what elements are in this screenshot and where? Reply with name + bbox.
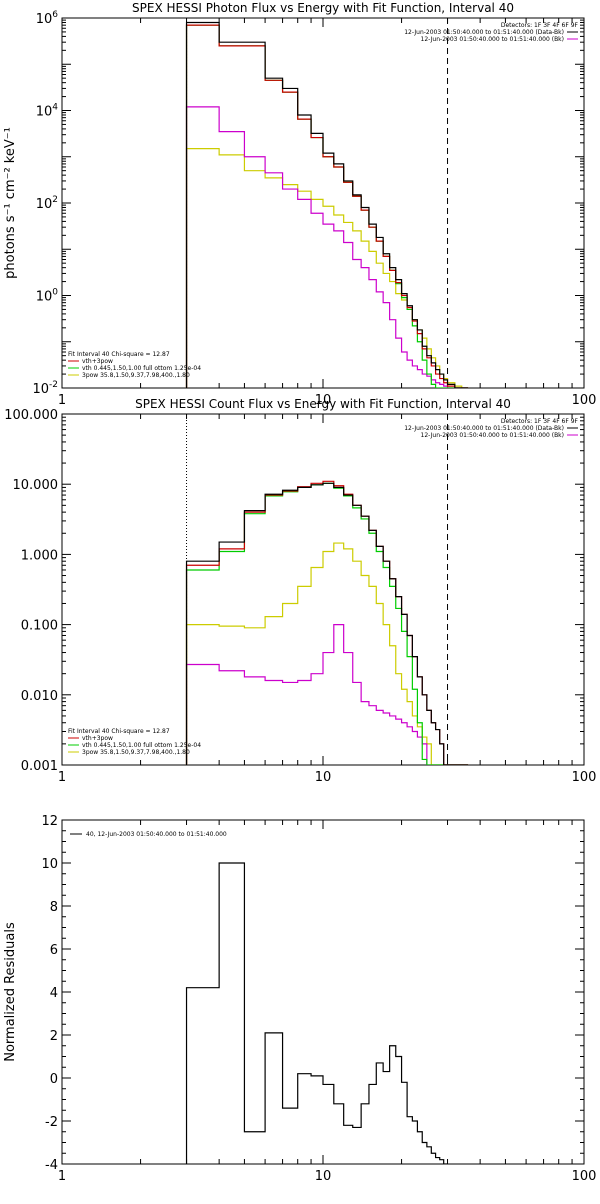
y-tick-label: 10.000	[13, 478, 59, 493]
y-tick-label: 0.010	[21, 689, 58, 704]
series-vth-3pow	[185, 480, 469, 765]
legend-top-right-text: 12-Jun-2003 01:50:40.000 to 01:51:40.000…	[404, 425, 564, 432]
legend-top-right-text: 12-Jun-2003 01:50:40.000 to 01:51:40.000…	[404, 29, 564, 36]
legend-bottom-left-text: vth+3pow	[82, 735, 113, 742]
y-tick-label: -4	[45, 1158, 58, 1173]
y-axis-label: Normalized Residuals	[3, 922, 18, 1062]
y-tick-label: 2	[50, 1029, 58, 1044]
legend-top-right-text: 12-Jun-2003 01:50:40.000 to 01:51:40.000…	[421, 432, 564, 439]
y-tick-label: 8	[50, 900, 58, 915]
legend-top-right-text: Detectors: 1F 3F 4F 6F 9F	[501, 418, 579, 425]
y-tick-label: 0.100	[21, 619, 58, 634]
y-tick-label: 6	[50, 943, 58, 958]
legend-bottom-left-text: vth 0.445,1.50,1.00 full ottom 1.25e-04	[82, 365, 201, 372]
plot-frame	[61, 413, 585, 766]
x-tick-label: 100	[572, 1169, 597, 1184]
chart-panel-2: SPEX HESSI Count Flux vs Energy with Fit…	[4, 397, 596, 785]
series-data-bk	[185, 482, 469, 765]
y-tick-label: 100.000	[4, 408, 58, 423]
x-tick-label: 1	[58, 770, 66, 785]
chart-title: SPEX HESSI Count Flux vs Energy with Fit…	[135, 397, 511, 411]
y-tick-label: 0	[50, 1072, 58, 1087]
legend-bottom-left-text: vth+3pow	[82, 358, 113, 365]
legend-bottom-left-text: Fit Interval 40 Chi-square = 12.87	[68, 351, 170, 358]
series-bk	[185, 106, 469, 388]
y-tick-label: 0.001	[21, 759, 58, 774]
legend-bottom-left-text: 3pow 35.8,1.50,9.37,7.98,400.,1.80	[82, 749, 190, 756]
x-tick-label: 1	[58, 393, 66, 408]
x-tick-label: 100	[572, 770, 597, 785]
series-bk	[185, 624, 469, 765]
legend-top-right-text: 12-Jun-2003 01:50:40.000 to 01:51:40.000…	[421, 36, 564, 43]
y-tick-label: 104	[36, 103, 59, 120]
y-tick-label: 4	[50, 986, 58, 1001]
y-tick-label: 102	[36, 195, 58, 212]
y-tick-label: 106	[36, 10, 59, 27]
legend-top-right-text: Detectors: 1F 3F 4F 6F 9F	[501, 22, 579, 29]
legend-text: 40, 12-Jun-2003 01:50:40.000 to 01:51:40…	[86, 831, 227, 838]
x-tick-label: 10	[315, 393, 332, 408]
y-axis-label: photons s⁻¹ cm⁻² keV⁻¹	[3, 127, 18, 279]
x-tick-label: 100	[572, 393, 597, 408]
legend-bottom-left-text: vth 0.445,1.50,1.00 full ottom 1.25e-04	[82, 742, 201, 749]
x-tick-label: 1	[58, 1169, 66, 1184]
plot-frame	[61, 819, 585, 1165]
y-tick-label: 1.000	[21, 548, 58, 563]
legend-bottom-left-text: 3pow 35.8,1.50,9.37,7.98,400.,1.80	[82, 372, 190, 379]
y-tick-label: -2	[45, 1115, 58, 1130]
y-tick-label: 12	[41, 814, 58, 829]
chart-title: SPEX HESSI Photon Flux vs Energy with Fi…	[132, 1, 514, 15]
series-3pow	[185, 542, 469, 765]
chart-panel-1: SPEX HESSI Photon Flux vs Energy with Fi…	[3, 1, 596, 408]
series-data-bk	[185, 21, 469, 388]
series-vth	[185, 482, 469, 765]
series-3pow	[185, 148, 469, 388]
x-tick-label: 10	[315, 770, 332, 785]
legend-bottom-left-text: Fit Interval 40 Chi-square = 12.87	[68, 728, 170, 735]
x-tick-label: 10	[315, 1169, 332, 1184]
y-tick-label: 100	[36, 288, 59, 305]
y-tick-label: 10-2	[32, 380, 58, 397]
series-residuals	[185, 862, 448, 1164]
y-tick-label: 10	[41, 857, 58, 872]
chart-panel-3: 1 10 100 12 10 8 6 4 2 0 -2 -4 Normalized Residuals 4…	[3, 814, 596, 1184]
